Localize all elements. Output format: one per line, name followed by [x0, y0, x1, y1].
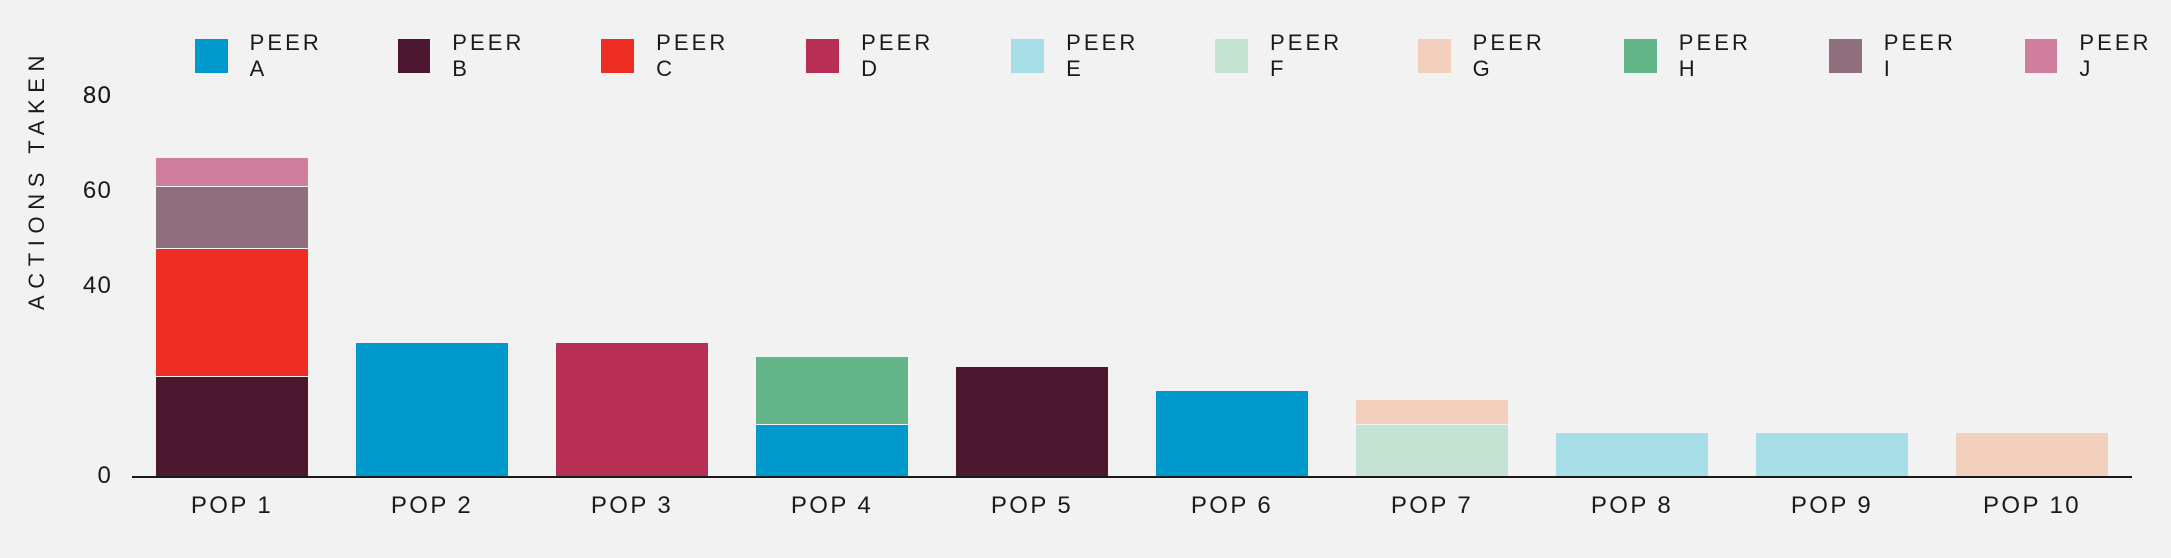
bar-segment [1356, 424, 1508, 476]
bar-group [956, 367, 1108, 476]
legend-label: PEER G [1473, 30, 1571, 82]
y-tick-label: 60 [0, 177, 112, 205]
legend-item: PEER D [806, 30, 957, 82]
x-tick-label: POP 5 [932, 492, 1132, 520]
x-tick-label: POP 3 [532, 492, 732, 520]
x-tick-label: POP 2 [332, 492, 532, 520]
bar-segment [1556, 433, 1708, 476]
legend-label: PEER C [656, 30, 752, 82]
y-tick-label: 0 [0, 462, 112, 490]
legend: PEER A PEER B PEER C PEER D PEER E PEER F PEER… [195, 30, 2171, 82]
legend-label: PEER D [861, 30, 957, 82]
legend-label: PEER H [1679, 30, 1775, 82]
legend-swatch [806, 39, 839, 73]
legend-label: PEER J [2079, 30, 2171, 82]
legend-label: PEER A [250, 30, 344, 82]
bar-group [156, 158, 308, 476]
bar-segment [156, 158, 308, 187]
bar-group [1556, 433, 1708, 476]
bar-segment [1156, 391, 1308, 477]
x-tick-label: POP 9 [1732, 492, 1932, 520]
bar-group [1956, 433, 2108, 476]
bar-group [1356, 400, 1508, 476]
bar-group [556, 343, 708, 476]
legend-item: PEER G [1418, 30, 1570, 82]
bar-segment [1956, 433, 2108, 476]
legend-item: PEER C [601, 30, 752, 82]
x-tick-label: POP 8 [1532, 492, 1732, 520]
x-axis-line [132, 476, 2132, 478]
bar-group [356, 343, 508, 476]
legend-swatch [1829, 39, 1862, 73]
legend-label: PEER I [1884, 30, 1971, 82]
bar-segment [356, 343, 508, 476]
bar-segment [756, 424, 908, 476]
x-tick-label: POP 10 [1932, 492, 2132, 520]
x-tick-label: POP 6 [1132, 492, 1332, 520]
legend-swatch [2025, 39, 2058, 73]
x-tick-label: POP 4 [732, 492, 932, 520]
legend-item: PEER F [1215, 30, 1364, 82]
legend-label: PEER B [452, 30, 547, 82]
legend-item: PEER J [2025, 30, 2171, 82]
legend-swatch [1011, 39, 1044, 73]
legend-swatch [1215, 39, 1248, 73]
legend-swatch [1624, 39, 1657, 73]
bar-segment [956, 367, 1108, 476]
bar-segment [156, 248, 308, 376]
bar-segment [156, 376, 308, 476]
bar-group [756, 357, 908, 476]
legend-item: PEER A [195, 30, 344, 82]
bar-segment [756, 357, 908, 424]
legend-item: PEER E [1011, 30, 1161, 82]
legend-item: PEER H [1624, 30, 1775, 82]
bar-group [1756, 433, 1908, 476]
legend-item: PEER I [1829, 30, 1971, 82]
bar-segment [556, 343, 708, 476]
bar-segment [1756, 433, 1908, 476]
legend-label: PEER F [1270, 30, 1364, 82]
legend-label: PEER E [1066, 30, 1161, 82]
legend-swatch [601, 39, 634, 73]
actions-taken-chart: PEER A PEER B PEER C PEER D PEER E PEER F PEER… [0, 0, 2171, 558]
bar-segment [156, 186, 308, 248]
x-tick-label: POP 7 [1332, 492, 1532, 520]
legend-item: PEER B [398, 30, 548, 82]
legend-swatch [1418, 39, 1451, 73]
plot-area [132, 96, 2132, 476]
legend-swatch [195, 39, 228, 73]
bar-segment [1356, 400, 1508, 424]
x-axis-labels: POP 1POP 2POP 3POP 4POP 5POP 6POP 7POP 8… [132, 492, 2132, 542]
x-tick-label: POP 1 [132, 492, 332, 520]
y-tick-label: 40 [0, 272, 112, 300]
legend-swatch [398, 39, 431, 73]
bar-group [1156, 391, 1308, 477]
y-tick-label: 80 [0, 82, 112, 110]
